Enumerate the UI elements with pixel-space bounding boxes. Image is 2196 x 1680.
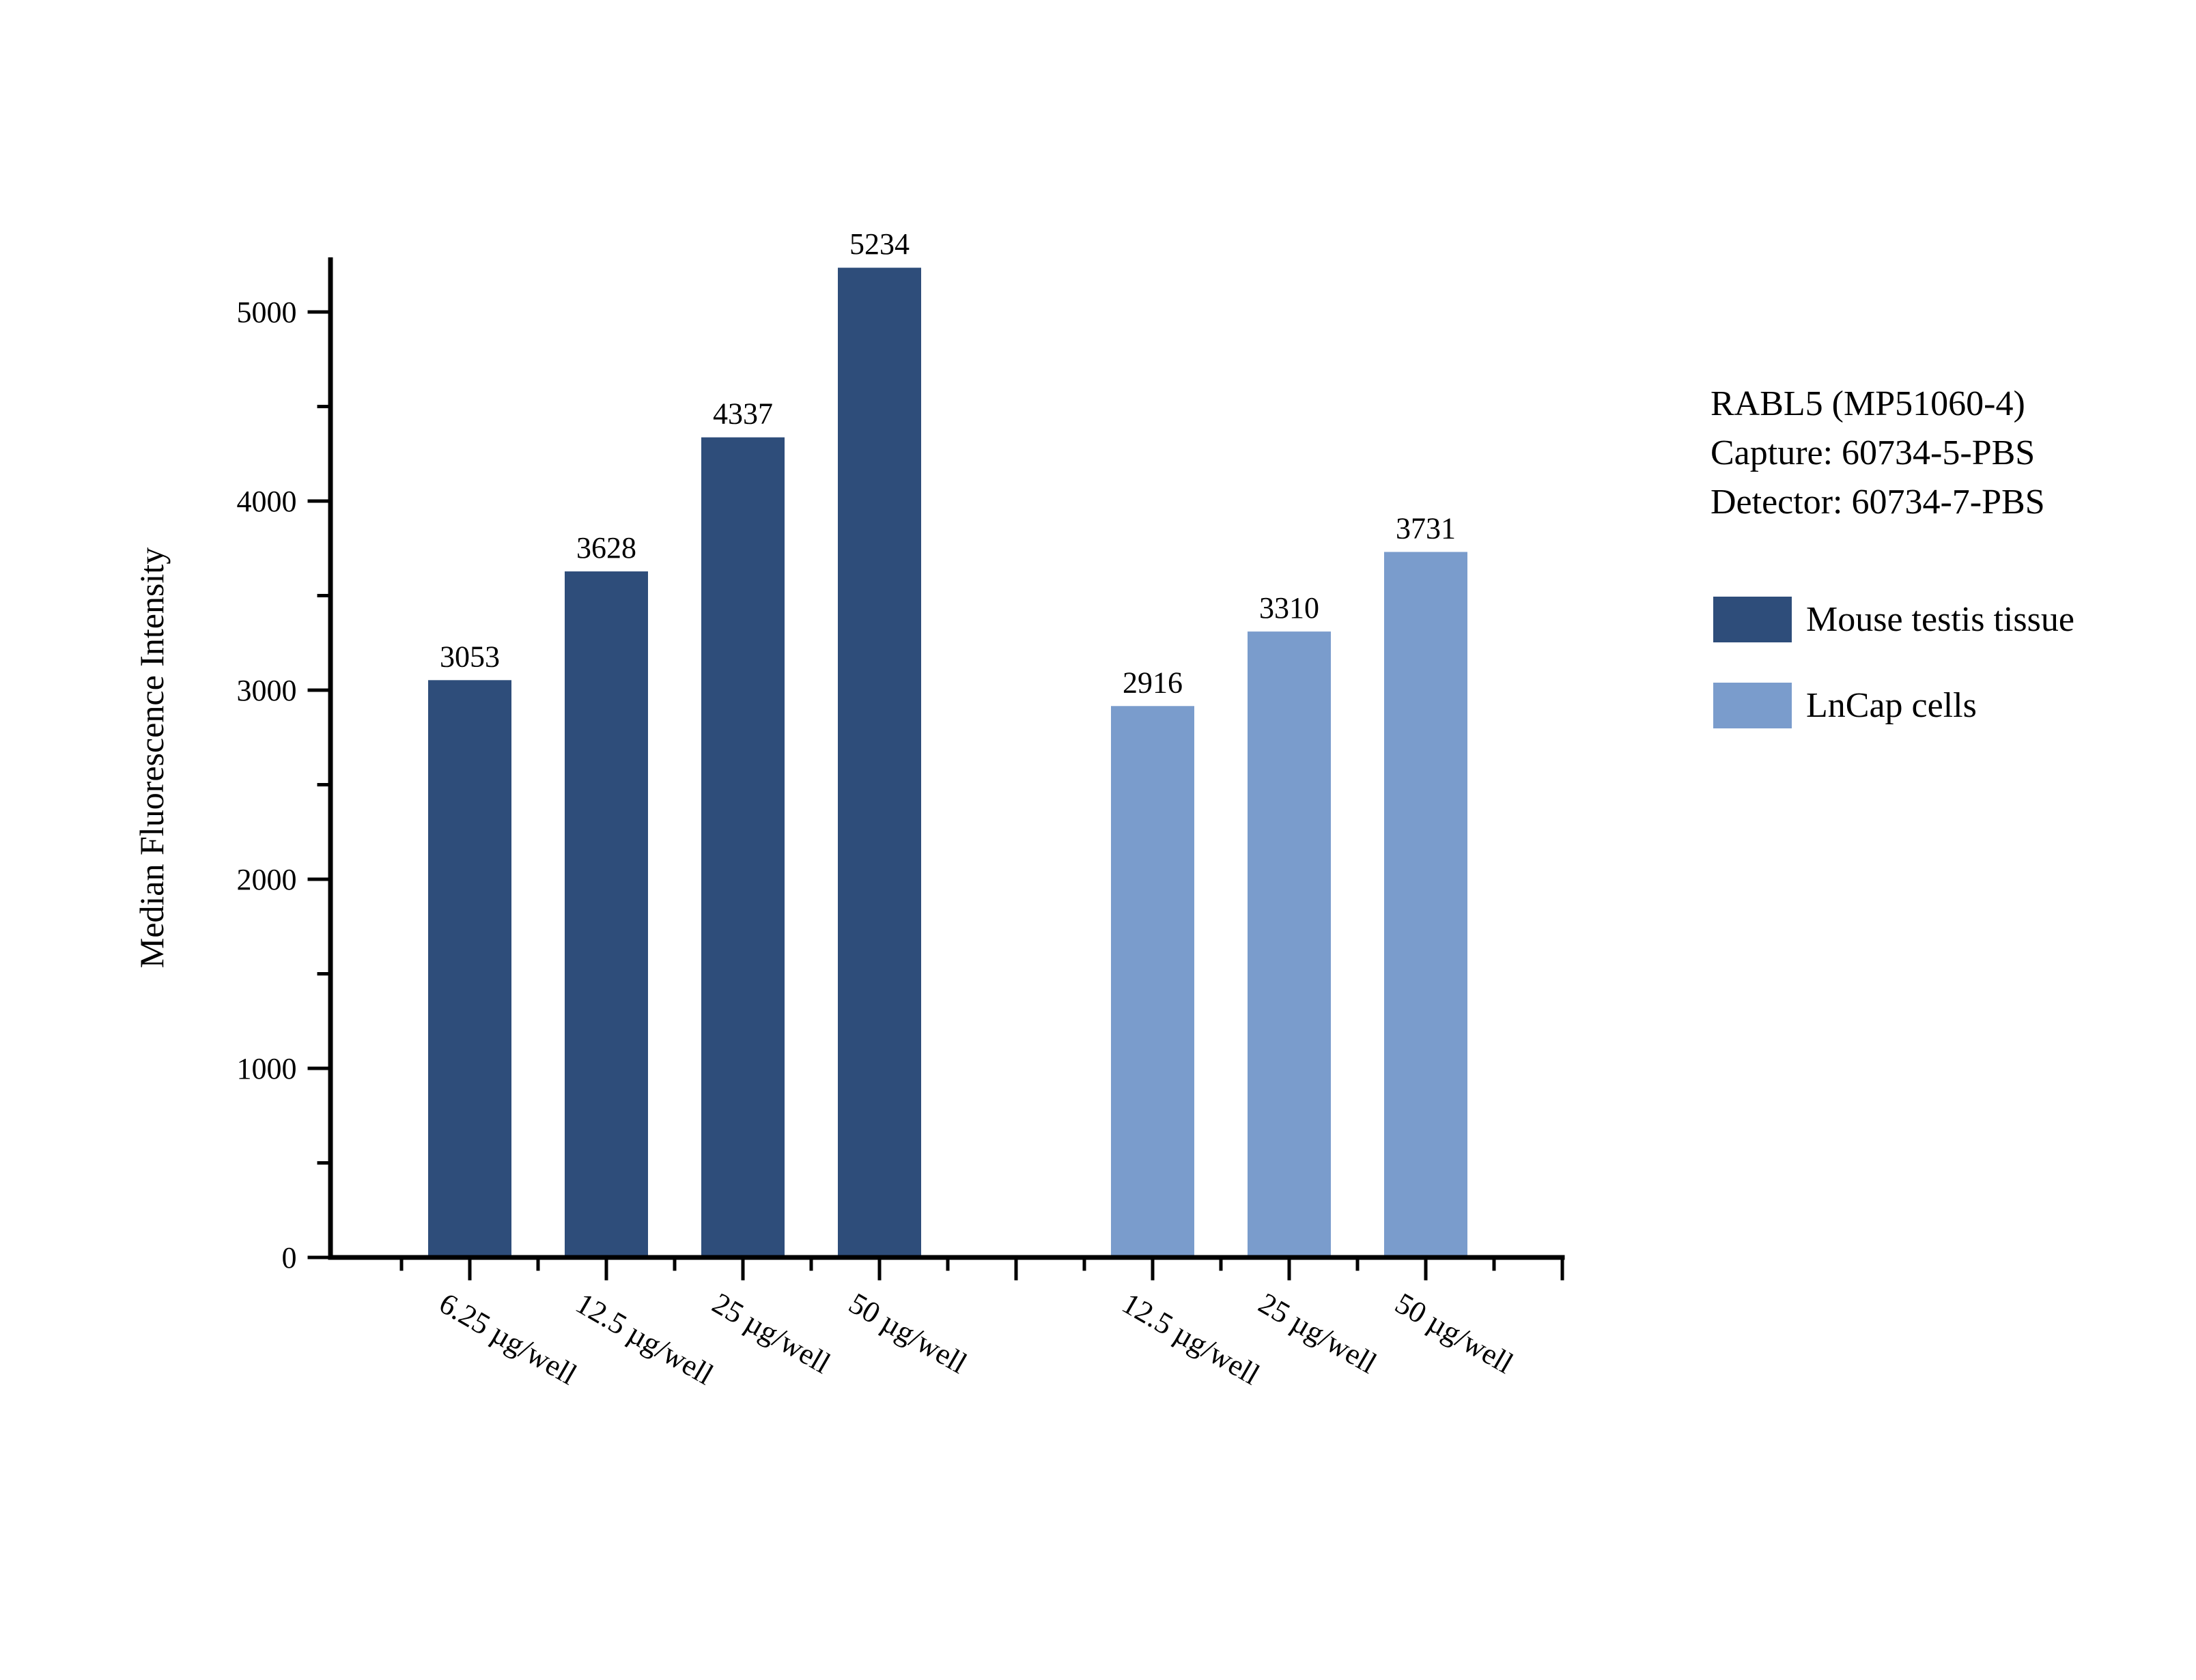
bar [565, 571, 648, 1257]
bar [1111, 706, 1194, 1257]
x-tick-label: 12.5 µg/well [1116, 1286, 1265, 1391]
y-tick-label: 1000 [237, 1052, 297, 1085]
x-tick-label: 50 µg/well [1390, 1286, 1519, 1380]
bar-value-label: 3053 [440, 640, 500, 673]
bar [1248, 631, 1331, 1257]
annotation-block: RABL5 (MP51060-4) Capture: 60734-5-PBS D… [1711, 380, 2045, 527]
bar [1384, 552, 1467, 1258]
y-tick-label: 3000 [237, 674, 297, 707]
legend-label: Mouse testis tissue [1806, 600, 2074, 639]
y-tick-label: 0 [282, 1241, 297, 1275]
annotation-line-1: RABL5 (MP51060-4) [1711, 384, 2025, 423]
y-tick-label: 2000 [237, 863, 297, 896]
legend-item-lncap-cells: LnCap cells [1713, 683, 1977, 728]
y-axis-title: Median Fluorescence Intensity [132, 547, 171, 969]
annotation-line-3: Detector: 60734-7-PBS [1711, 483, 2045, 522]
y-tick-label: 5000 [237, 296, 297, 329]
bar [428, 680, 511, 1257]
bar-value-label: 2916 [1123, 666, 1183, 699]
x-tick-label: 50 µg/well [843, 1286, 972, 1380]
x-tick-label: 25 µg/well [1253, 1286, 1382, 1380]
legend-swatch-light-blue [1713, 683, 1792, 728]
bar [838, 268, 921, 1257]
bar-value-label: 5234 [849, 227, 910, 261]
bar-value-label: 3628 [576, 531, 636, 565]
annotation-line-2: Capture: 60734-5-PBS [1711, 433, 2036, 472]
x-tick-label: 25 µg/well [707, 1286, 836, 1380]
bar [701, 437, 785, 1257]
bar-value-label: 3310 [1259, 591, 1319, 625]
bar-value-label: 3731 [1396, 512, 1456, 545]
x-tick-label: 6.25 µg/well [434, 1286, 582, 1391]
legend-swatch-dark-blue [1713, 597, 1792, 642]
legend-label: LnCap cells [1806, 686, 1977, 725]
x-tick-label: 12.5 µg/well [570, 1286, 719, 1391]
bar-value-label: 4337 [713, 397, 773, 431]
legend-item-mouse-testis-tissue: Mouse testis tissue [1713, 597, 2074, 642]
y-tick-label: 4000 [237, 485, 297, 518]
